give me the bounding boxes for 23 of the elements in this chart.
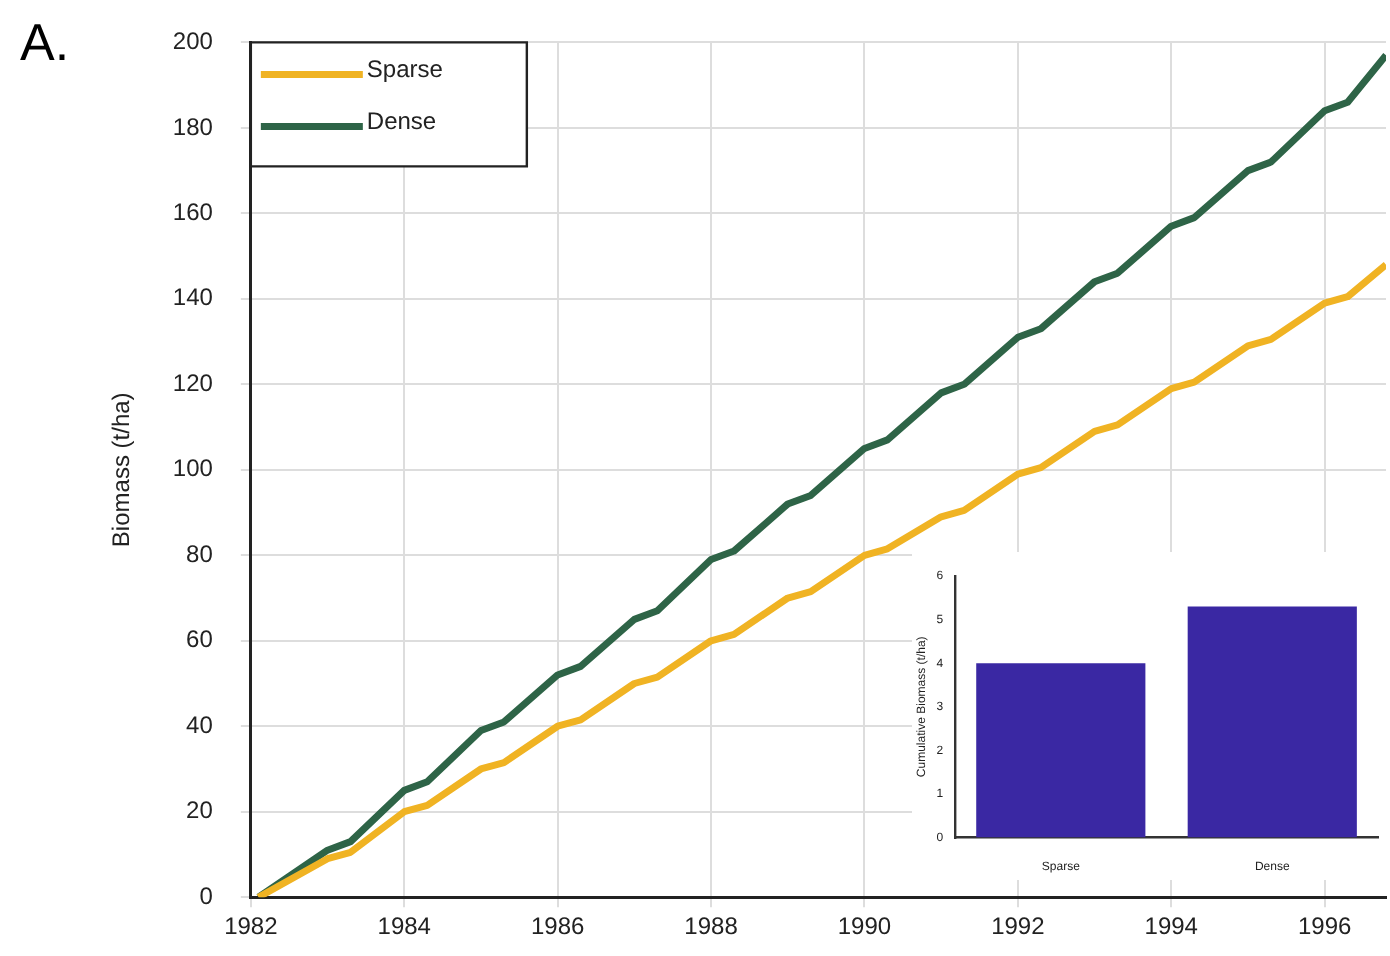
- x-tick-label: 1988: [684, 912, 739, 941]
- y-tick-label: 60: [186, 625, 214, 654]
- x-tick-label: 1986: [530, 912, 585, 941]
- y-axis-title: Biomass (t/ha): [107, 392, 136, 548]
- y-tick-label: 0: [199, 881, 214, 910]
- x-tick-label: 1994: [1144, 912, 1199, 941]
- legend-label: Dense: [366, 107, 437, 136]
- y-tick-label: 200: [172, 27, 214, 56]
- x-tick-label: 1996: [1297, 912, 1352, 941]
- chart-title: A.: [20, 12, 70, 74]
- x-tick-label: 1984: [377, 912, 432, 941]
- y-tick-label: 140: [172, 283, 214, 312]
- y-tick-label: 160: [172, 197, 214, 226]
- y-tick-label: 180: [172, 112, 214, 141]
- x-tick-label: 1990: [837, 912, 892, 941]
- y-tick-label: 80: [186, 539, 214, 568]
- y-tick-label: 100: [172, 454, 214, 483]
- x-tick-label: 1982: [224, 912, 279, 941]
- legend-label: Sparse: [366, 55, 444, 84]
- y-tick-label: 20: [186, 796, 214, 825]
- y-tick-label: 120: [172, 368, 214, 397]
- y-tick-label: 40: [186, 710, 214, 739]
- x-tick-label: 1992: [991, 912, 1046, 941]
